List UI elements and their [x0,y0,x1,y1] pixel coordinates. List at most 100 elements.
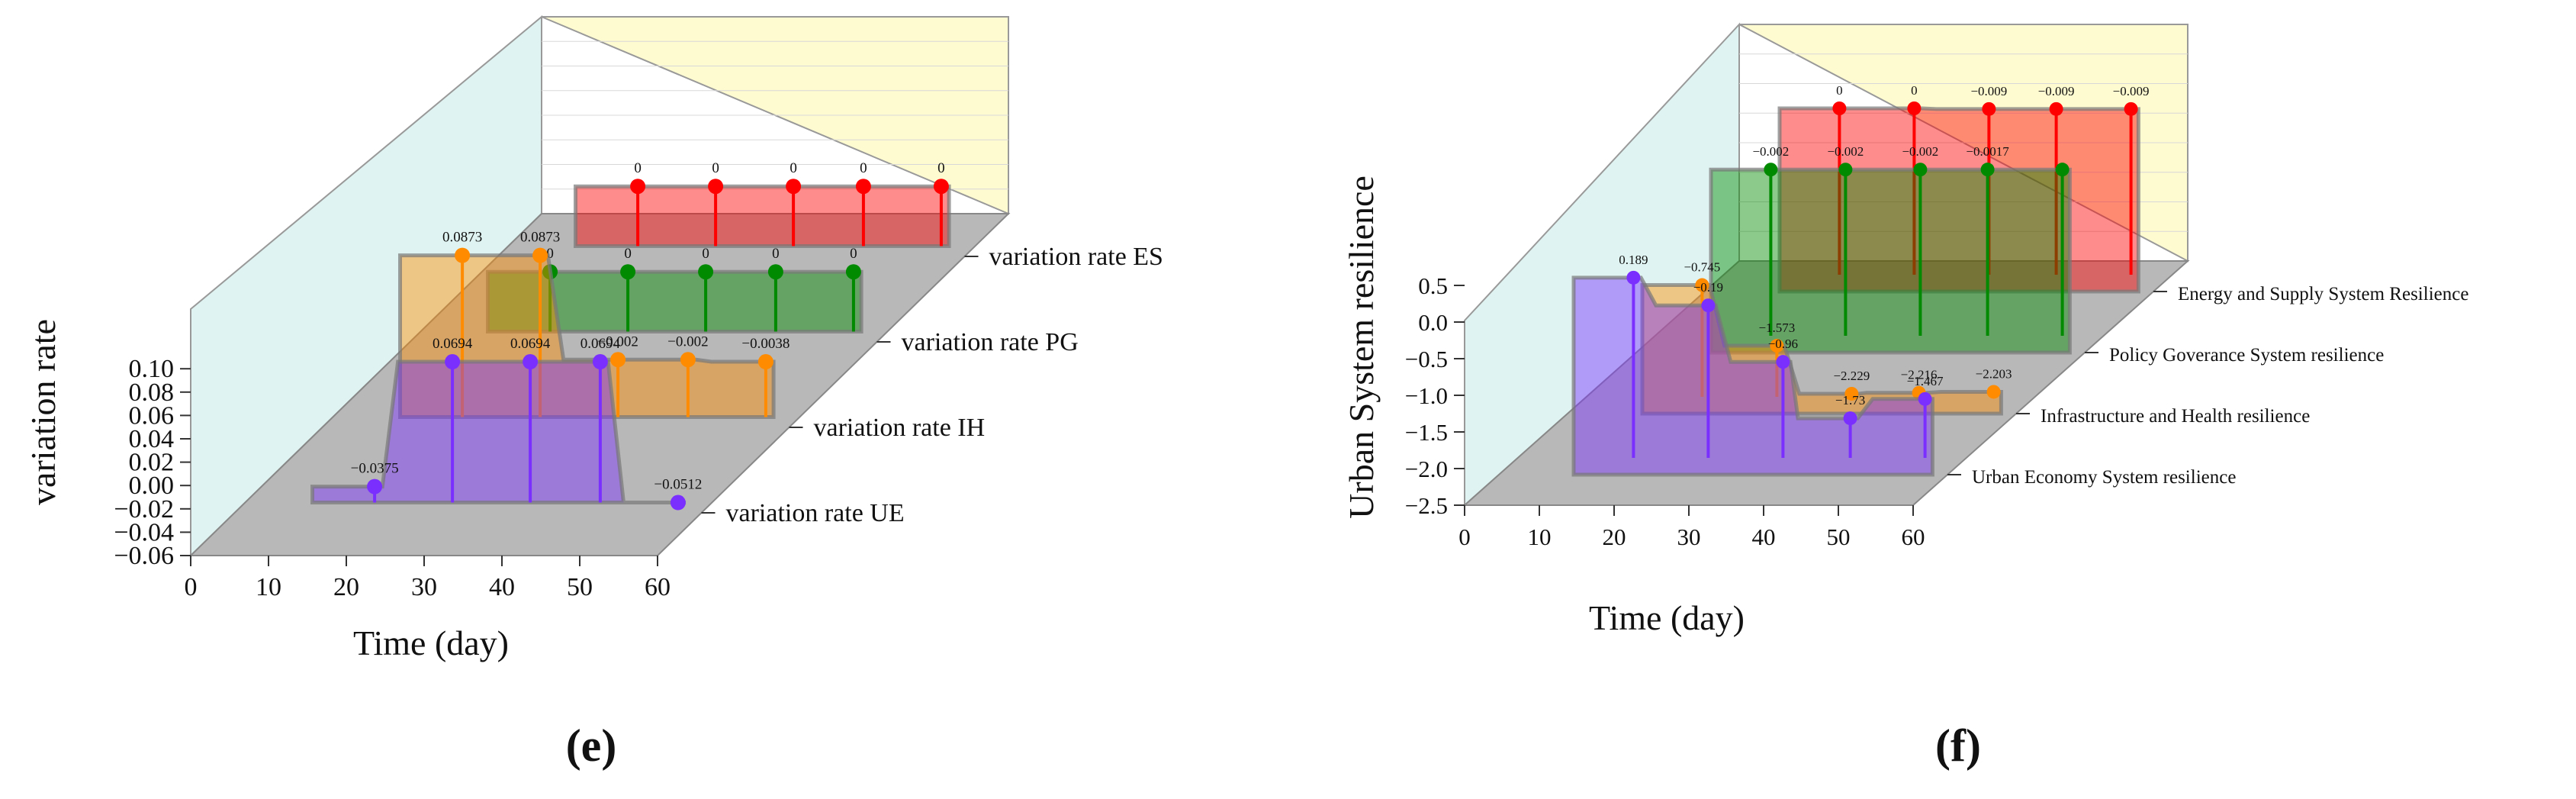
marker [767,264,783,280]
marker [757,354,773,370]
y-tick-label: −2.5 [1405,492,1448,519]
series-0: −0.0375 0.0694 0.0694 0.0694 −0.0512 variatio… [310,336,905,527]
y-tick-label: −0.5 [1405,346,1448,372]
marker [670,495,686,511]
data-label: −0.0017 [1966,144,2009,159]
series-area [398,253,776,419]
x-tick-label: 30 [411,573,437,601]
marker [532,247,548,263]
series-area [574,184,951,248]
marker [1986,385,2001,399]
x-tick-label: 40 [489,573,515,601]
data-label: −1.573 [1758,321,1795,335]
series-label: Policy Goverance System resilience [2109,345,2384,366]
marker [620,264,636,280]
marker [1913,163,1928,177]
marker [708,179,724,195]
data-label: 0 [937,160,945,176]
series-2: −0.002 −0.002 −0.002 −0.0017 Policy Goveranc… [1709,144,2384,366]
data-label: 0 [850,246,857,262]
data-label: 0 [624,246,632,262]
marker [786,179,802,195]
data-label: −0.745 [1684,260,1720,275]
data-label: 0 [712,160,719,176]
y-tick-label: −1.5 [1405,419,1448,446]
data-label: −0.0038 [741,336,790,352]
data-label: 0.0694 [433,336,473,352]
x-tick-label: 0 [1458,524,1471,550]
data-label: −0.009 [2113,84,2150,98]
data-label: −0.96 [1768,337,1798,351]
x-tick-label: 40 [1752,524,1776,550]
data-label: −0.009 [1970,84,2007,98]
y-tick-label: 0.0 [1418,309,1448,336]
data-label: 0 [702,246,709,262]
data-label: 0 [634,160,642,176]
marker [523,354,539,370]
marker [1776,355,1790,369]
y-tick-label: 0.10 [129,355,175,383]
y-tick-label: −1.0 [1405,382,1448,409]
marker [1770,339,1784,353]
y-tick-label: 0.06 [129,401,175,430]
series-label: variation rate IH [814,414,986,442]
marker [1832,101,1847,115]
x-axis-title: Time (day) [1589,598,1745,637]
data-label: −0.0512 [654,477,702,493]
y-tick-label: 0.08 [129,379,175,407]
marker [933,179,949,195]
x-tick-label: 30 [1677,524,1701,550]
y-tick-label: −0.04 [114,518,174,546]
panel-label: (e) [566,720,617,771]
series-label: Energy and Supply System Resilience [2178,284,2468,304]
data-label: 0 [860,160,867,176]
marker [2055,163,2069,177]
y-axis-title: variation rate [24,319,63,505]
series-label: variation rate PG [902,328,1079,356]
y-tick-label: −0.02 [114,495,174,524]
marker [592,354,608,370]
y-tick-label: −2.0 [1405,456,1448,482]
marker [1843,411,1857,426]
data-label: −0.19 [1693,280,1723,295]
marker [2049,101,2063,116]
series-3: 0 0 0 0 0 variation rate ES [574,160,1163,271]
marker [630,179,646,195]
y-tick-label: 0.00 [129,472,175,500]
data-label: 0.0694 [580,336,621,352]
series-area [1640,283,2003,416]
marker [455,247,471,263]
data-label: −1.467 [1907,374,1944,388]
marker [1838,163,1853,177]
series-area [1777,106,2140,294]
data-label: −0.002 [597,333,638,350]
series-area [1709,167,2072,355]
series-label: Infrastructure and Health resilience [2041,406,2310,427]
data-label: 0 [546,246,554,262]
data-label: 0.189 [1619,253,1648,267]
data-label: −0.002 [1902,144,1938,159]
x-tick-label: 60 [645,573,671,601]
marker [1764,163,1778,177]
marker [1982,101,1996,116]
marker [845,264,861,280]
data-label: 0.0873 [520,230,560,246]
data-label: −2.203 [1976,366,2012,381]
x-tick-label: 50 [567,573,593,601]
marker [1695,278,1709,292]
data-label: −1.73 [1835,393,1865,408]
marker [698,264,714,280]
data-label: −0.002 [1752,144,1789,159]
marker [2124,101,2138,116]
series-0: 0.189 −0.19 −0.96 −1.73 −1.467 Urban Economy … [1571,253,2236,488]
y-tick-label: 0.02 [129,449,175,477]
series-label: Urban Economy System resilience [1972,467,2236,488]
x-tick-label: 50 [1827,524,1851,550]
data-label: 0.0873 [442,230,482,246]
y-axis-title: Urban System resilience [1342,176,1381,519]
data-label: 0 [1836,83,1843,98]
data-label: 0 [1911,83,1918,98]
marker [610,352,626,368]
